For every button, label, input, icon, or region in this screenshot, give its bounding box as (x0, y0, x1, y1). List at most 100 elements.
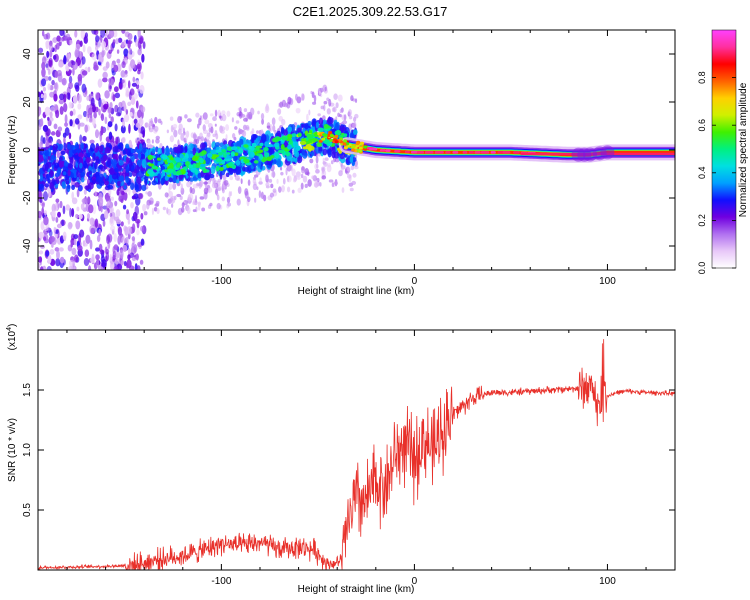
spectrogram-noise-cell (110, 78, 115, 86)
spectrogram-noise-cell (133, 93, 138, 100)
spectrogram-noise-cell (49, 50, 53, 58)
spectrogram-noise-cell (44, 106, 51, 116)
spectrogram-halo-cell (155, 138, 160, 144)
spectrogram-core-cell (311, 151, 315, 157)
spectrogram-halo-cell (291, 189, 295, 194)
spectrogram-bright-cell (230, 152, 235, 157)
spectrogram-halo-cell (180, 183, 184, 192)
spectrogram-bright-cell (148, 163, 155, 167)
spectrogram-noise-cell (106, 200, 111, 206)
spectrogram-noise-cell (103, 210, 109, 220)
colorbar-tick-label: 0.2 (697, 214, 707, 227)
spectrogram-halo-cell (352, 172, 357, 178)
spectrogram-bright-cell (162, 154, 168, 160)
spectrogram-core-cell (87, 182, 94, 190)
spectrogram-halo-cell (166, 129, 170, 134)
spectrogram-halo-cell (328, 98, 332, 107)
spectrogram-band-layer (345, 143, 675, 157)
spectrogram-noise-cell (89, 139, 95, 144)
spectrogram-noise-cell (69, 259, 74, 267)
spectrogram-bright-cell (259, 142, 264, 147)
spectrogram-noise-cell (125, 236, 129, 246)
spectrogram-core-cell (44, 149, 50, 157)
spectrogram-noise-cell (72, 108, 76, 116)
spectrogram-halo-cell (203, 187, 209, 195)
spectrogram-bright-cell (335, 130, 342, 136)
spectrogram-noise-cell (52, 54, 57, 60)
spectrogram-halo-cell (295, 93, 298, 101)
spectrogram-halo-cell (220, 126, 226, 132)
spectrogram-halo-cell (180, 132, 185, 141)
spectrogram-core-cell (136, 176, 142, 185)
spectrogram-noise-cell (84, 124, 88, 133)
spectrogram-noise-cell (137, 48, 142, 56)
spectrogram-core-cell (192, 147, 197, 156)
spectrogram-halo-cell (346, 167, 350, 172)
spectrogram-halo-cell (207, 140, 212, 147)
spectrogram-halo-cell (226, 110, 231, 117)
spectrogram-noise-cell (88, 117, 94, 123)
x-tick-label: 100 (599, 276, 616, 287)
spectrogram-noise-cell (113, 64, 119, 73)
spectrogram-halo-cell (292, 177, 297, 183)
spectrogram-halo-cell (328, 179, 334, 183)
spectrogram-noise-cell (112, 94, 116, 102)
spectrogram-halo-cell (286, 186, 291, 193)
spectrogram-bright-cell (343, 146, 348, 150)
spectrogram-noise-cell (116, 49, 120, 54)
spectrogram-halo-cell (155, 200, 160, 205)
spectrogram-halo-cell (178, 123, 183, 131)
spectrogram-halo-cell (301, 166, 305, 171)
spectrogram-halo-cell (295, 171, 301, 178)
spectrogram-halo-cell (323, 100, 328, 105)
spectrogram-bright-cell (291, 133, 297, 138)
spectrogram-core-cell (169, 147, 173, 153)
spectrogram-bright-cell (169, 157, 174, 161)
spectrogram-halo-cell (300, 182, 304, 190)
spectrogram-halo-cell (354, 165, 359, 170)
spectrogram-core-cell (235, 166, 242, 175)
spectrogram-halo-cell (323, 104, 326, 111)
spectrogram-noise-cell (121, 61, 126, 69)
spectrogram-bright-cell (156, 157, 161, 161)
spectrogram-bright-cell (230, 146, 238, 151)
spectrogram-bright-cell (281, 135, 288, 141)
spectrogram-noise-cell (38, 47, 44, 54)
spectrogram-halo-cell (315, 169, 320, 174)
spectrogram-noise-cell (68, 132, 72, 140)
spectrogram-noise-cell (123, 261, 127, 267)
spectrogram-halo-cell (296, 176, 301, 180)
spectrogram-core-cell (63, 142, 67, 151)
spectrogram-halo-cell (191, 187, 196, 195)
spectrogram-noise-cell (122, 244, 128, 252)
spectrogram-halo-cell (183, 131, 186, 136)
spectrogram-core-cell (327, 116, 334, 125)
spectrogram-halo-cell (333, 181, 339, 185)
spectrogram-noise-cell (87, 204, 94, 214)
spectrogram-noise-cell (55, 258, 61, 267)
spectrogram-noise-cell (71, 247, 77, 256)
spectrogram-halo-cell (350, 165, 355, 171)
spectrogram-noise-cell (55, 129, 61, 138)
spectrogram-halo-cell (335, 102, 339, 109)
spectrogram-noise-cell (133, 118, 138, 125)
spectrogram-noise-cell (114, 92, 121, 99)
spectrogram-noise-cell (56, 149, 60, 159)
spectrogram-halo-cell (354, 113, 359, 119)
spectrogram-core-cell (68, 148, 73, 158)
spectrogram-halo-cell (149, 197, 154, 206)
spectrogram-halo-cell (341, 187, 345, 194)
spectrogram-noise-cell (48, 57, 54, 68)
spectrogram-halo-cell (156, 207, 160, 215)
spectrogram-core-cell (137, 152, 142, 160)
spectrogram-noise-cell (75, 220, 81, 230)
spectrogram-halo-cell (311, 91, 315, 99)
spectrogram-noise-cell (108, 49, 113, 54)
spectrogram-noise-cell (83, 242, 88, 247)
spectrogram-noise-cell (87, 265, 92, 270)
spectrogram-noise-cell (95, 44, 99, 52)
spectrogram-noise-cell (107, 121, 113, 128)
spectrogram-noise-cell (117, 226, 123, 236)
spectrogram-bright-cell (355, 142, 360, 146)
spectrogram-core-cell (122, 150, 126, 155)
